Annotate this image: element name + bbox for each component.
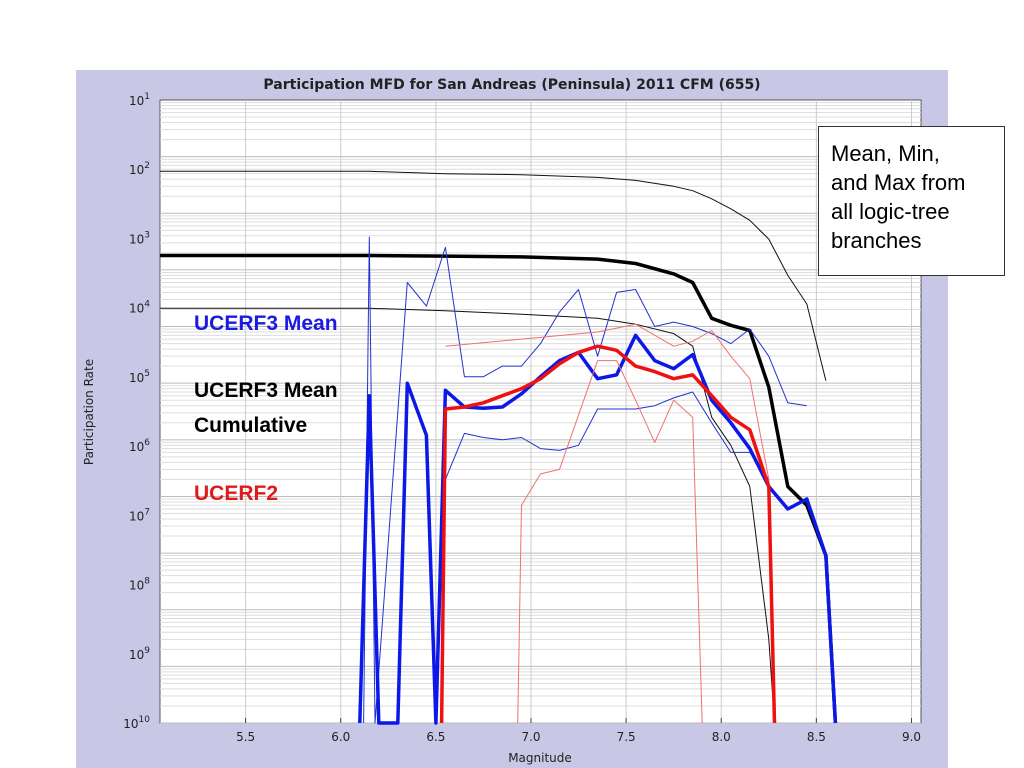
series-line-ucerf3-mean-min (444, 391, 770, 480)
x-tick-label: 7.5 (617, 730, 636, 744)
ucerf3-mean-label: UCERF3 Mean (194, 312, 338, 335)
y-tick-label: 1010 (123, 715, 150, 731)
ucerf2-label: UCERF2 (194, 482, 278, 505)
y-tick-label: 104 (129, 300, 150, 316)
tick-layer: 5.5 6.0 6.5 7.0 7.5 8.0 8.5 9.0 101 102 103 104 105 1… (123, 92, 921, 744)
x-tick-label: 8.5 (807, 730, 826, 744)
callout-line: and Max from (831, 170, 966, 195)
series-line-ucerf2-max (445, 323, 775, 724)
callout-line: Mean, Min, (831, 141, 940, 166)
y-tick-label: 108 (129, 577, 150, 593)
series-line-ucerf2 (439, 344, 777, 724)
x-axis-label: Magnitude (508, 751, 572, 765)
chart-title: Participation MFD for San Andreas (Penin… (263, 77, 760, 93)
callout-box: Mean, Min, and Max from all logic-tree b… (818, 126, 1005, 276)
y-tick-label: 106 (129, 438, 150, 454)
y-tick-label: 101 (129, 92, 150, 108)
y-tick-label: 103 (129, 230, 150, 246)
ucerf3-cumulative-label-line2: Cumulative (194, 414, 307, 437)
series-line-ucerf3-mean-cumulative-max (160, 170, 827, 381)
series-line-ucerf3-mean-max (363, 236, 807, 724)
plot-area (159, 99, 922, 724)
callout-line: all logic-tree (831, 199, 950, 224)
grid-layer (160, 100, 921, 724)
x-tick-label: 6.0 (331, 730, 350, 744)
series-layer (160, 170, 838, 725)
y-tick-label: 109 (129, 646, 150, 662)
y-tick-label: 107 (129, 507, 150, 523)
x-tick-label: 8.0 (712, 730, 731, 744)
callout-line: branches (831, 228, 922, 253)
x-tick-label: 9.0 (902, 730, 921, 744)
y-tick-label: 102 (129, 161, 150, 177)
x-tick-label: 7.0 (521, 730, 540, 744)
series-line-ucerf2-min (517, 360, 703, 724)
ucerf3-cumulative-label-line1: UCERF3 Mean (194, 379, 338, 402)
x-tick-label: 5.5 (236, 730, 255, 744)
series-line-ucerf3-mean-cumulative (160, 253, 838, 724)
y-tick-label: 105 (129, 369, 150, 385)
y-axis-label: Participation Rate (82, 359, 96, 465)
x-tick-label: 6.5 (426, 730, 445, 744)
series-line-ucerf3-mean-cumulative-min (160, 307, 775, 724)
